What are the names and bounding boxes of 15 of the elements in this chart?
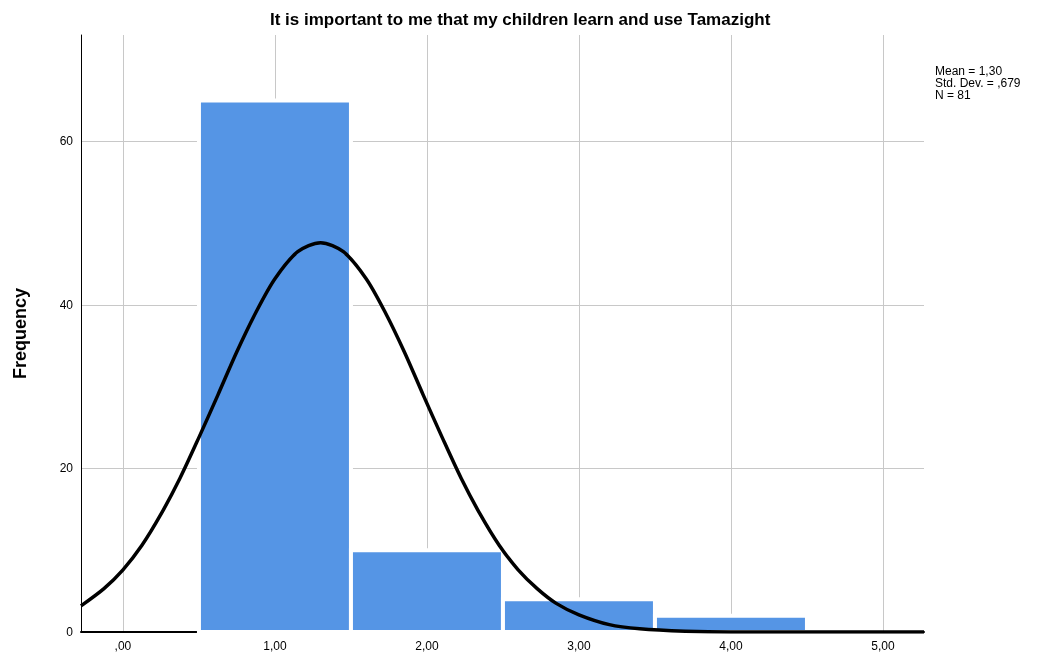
y-tick-label: 0 (66, 625, 74, 639)
x-tick-label: 2,00 (415, 639, 439, 653)
y-axis-title: Frequency (10, 287, 30, 380)
text: Mean = 1,30 (935, 64, 1003, 78)
y-tick-label: 20 (59, 461, 74, 476)
y-tick-label: 40 (59, 297, 74, 312)
x-tick-label: 4,00 (719, 639, 743, 653)
y-tick-label: 60 (59, 134, 74, 149)
text: Std. Dev. = ,679 (935, 76, 1021, 90)
text: N = 81 (935, 88, 972, 102)
x-tick-label: 3,00 (567, 639, 591, 653)
x-tick-label: ,00 (114, 639, 132, 653)
x-tick-label: 5,00 (871, 639, 895, 653)
chart-title: It is important to me that my children learn and use Tamazight (270, 10, 771, 29)
x-tick-label: 1,00 (263, 639, 287, 653)
